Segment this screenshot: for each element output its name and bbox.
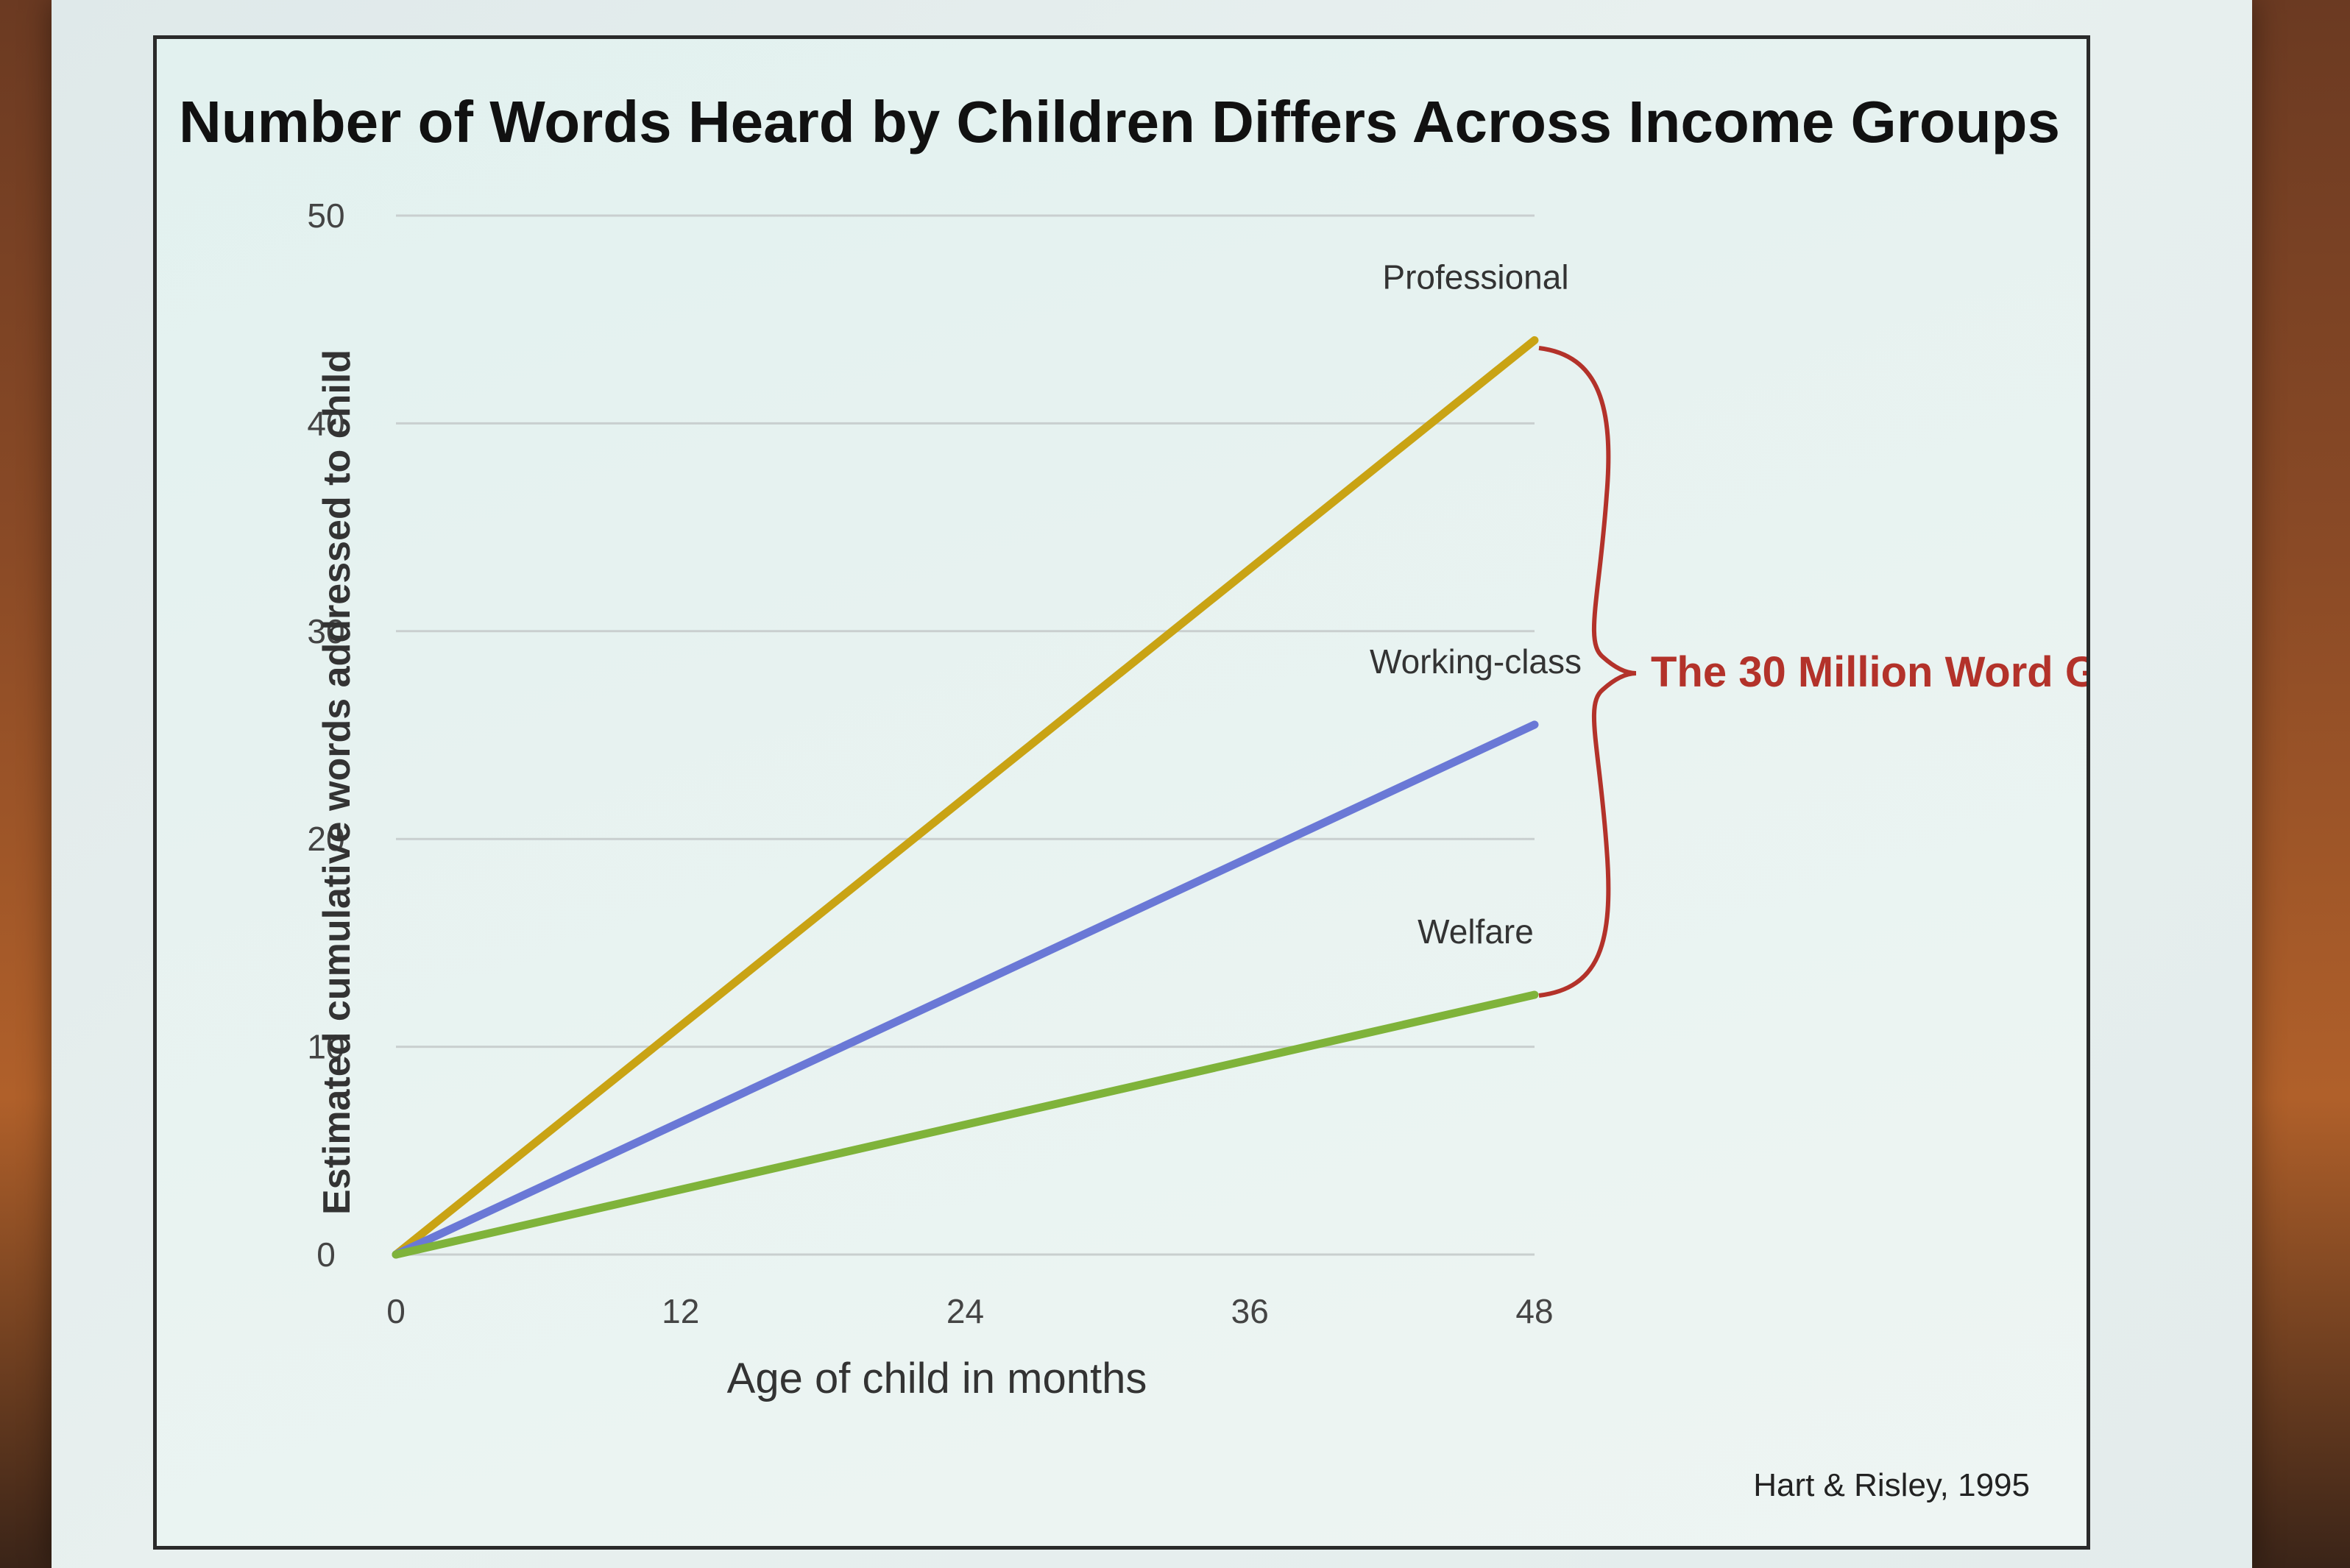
y-tick-label: 0: [316, 1235, 336, 1274]
series-lines: [392, 336, 1539, 1259]
y-tick-label: 50: [307, 196, 344, 235]
y-tick-labels: 0 10 20 30 40 50: [307, 196, 344, 1274]
x-tick-label: 0: [386, 1292, 406, 1330]
series-labels: Professional Working-class Welfare: [1370, 258, 1582, 951]
x-tick-label: 36: [1231, 1292, 1269, 1330]
series-label: Welfare: [1418, 912, 1534, 951]
x-axis-label: Age of child in months: [727, 1355, 1147, 1402]
series-line-professional: [392, 336, 1539, 1259]
x-tick-label: 48: [1515, 1292, 1553, 1330]
y-tick-label: 20: [307, 820, 344, 858]
x-tick-labels: 0 12 24 36 48: [386, 1292, 1553, 1330]
source-citation: Hart & Risley, 1995: [1753, 1467, 2030, 1503]
grid: [396, 214, 1535, 1256]
line-chart: Number of Words Heard by Children Differ…: [179, 89, 2087, 1503]
y-tick-label: 40: [307, 404, 344, 442]
series-label: Working-class: [1370, 642, 1582, 681]
slide: Number of Words Heard by Children Differ…: [153, 35, 2090, 1550]
y-tick-label: 30: [307, 612, 344, 650]
gap-brace: [1538, 346, 1637, 998]
series-line-welfare: [392, 990, 1539, 1259]
chart-title: Number of Words Heard by Children Differ…: [179, 89, 2060, 155]
y-tick-label: 10: [307, 1028, 344, 1066]
x-tick-label: 12: [662, 1292, 699, 1330]
x-tick-label: 24: [946, 1292, 984, 1330]
series-line-working-class: [392, 720, 1539, 1259]
gap-label: The 30 Million Word Gap: [1651, 648, 2087, 696]
series-label: Professional: [1382, 258, 1568, 296]
y-axis-label: Estimated cumulative words addressed to …: [316, 350, 358, 1215]
projection-screen: Number of Words Heard by Children Differ…: [52, 0, 2252, 1568]
